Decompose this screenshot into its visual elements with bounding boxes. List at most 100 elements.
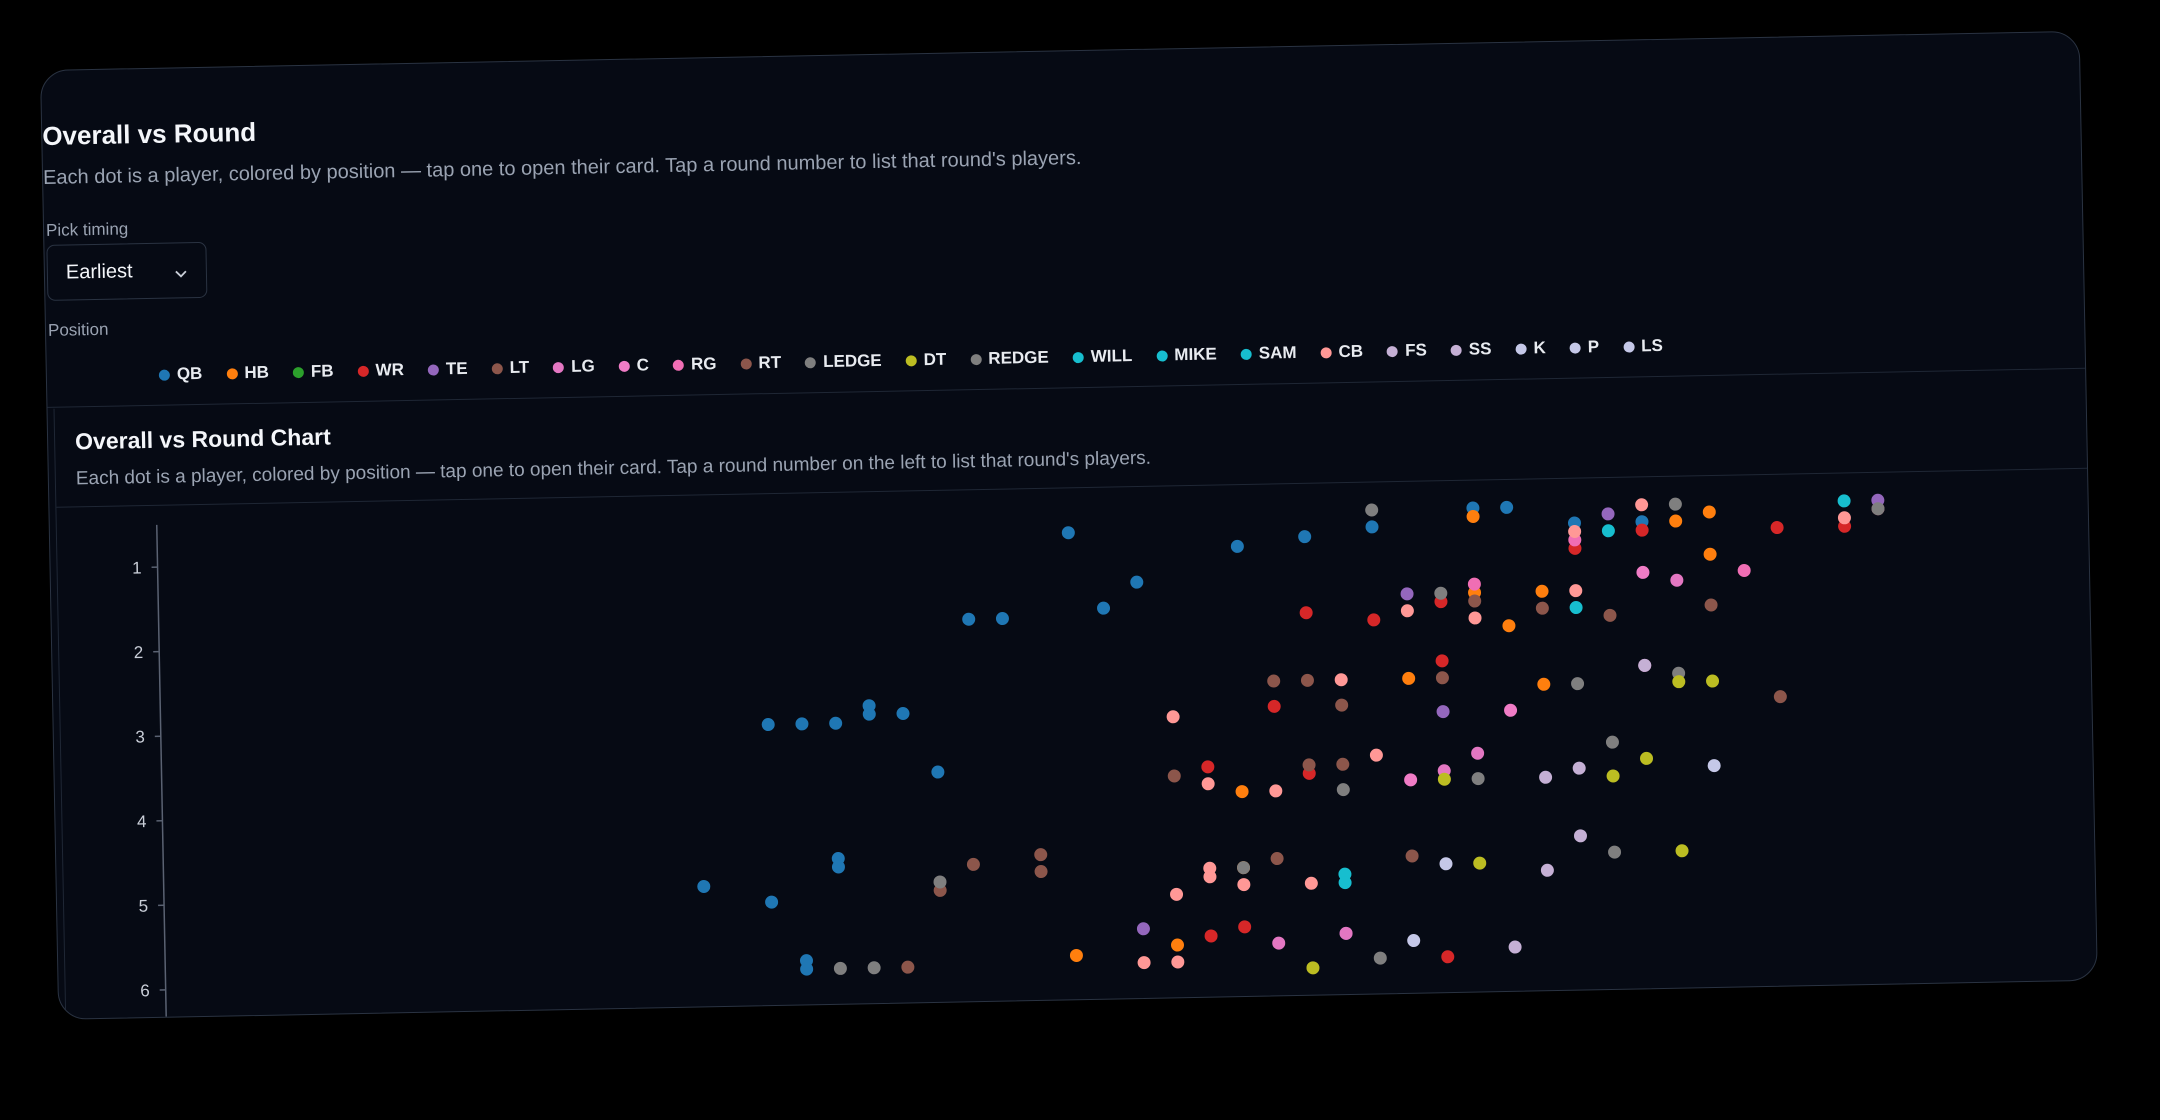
round-tick-label-5[interactable]: 5 <box>138 897 148 916</box>
player-dot-rg[interactable] <box>1737 563 1751 577</box>
player-dot-ledge[interactable] <box>1471 772 1485 786</box>
player-dot-wr[interactable] <box>1299 606 1313 620</box>
player-dot-qb[interactable] <box>931 765 945 779</box>
player-dot-cb[interactable] <box>1203 870 1217 884</box>
pick-timing-select[interactable]: Earliest <box>46 241 208 301</box>
player-dot-cb[interactable] <box>1166 710 1180 724</box>
player-dot-hb[interactable] <box>1235 785 1249 799</box>
legend-item-hb[interactable]: HB <box>226 363 269 384</box>
player-dot-sam[interactable] <box>1338 876 1352 890</box>
player-dot-lt[interactable] <box>966 857 980 871</box>
player-dot-qb[interactable] <box>765 895 779 909</box>
player-dot-lt[interactable] <box>1270 852 1284 866</box>
player-dot-qb[interactable] <box>962 612 976 626</box>
legend-item-k[interactable]: K <box>1515 338 1546 359</box>
round-tick-label-2[interactable]: 2 <box>134 643 144 662</box>
player-dot-cb[interactable] <box>1201 777 1215 791</box>
player-dot-lt[interactable] <box>901 960 915 974</box>
legend-item-wr[interactable]: WR <box>357 360 404 381</box>
legend-item-c[interactable]: C <box>618 355 650 376</box>
player-dot-will[interactable] <box>1837 494 1851 508</box>
player-dot-lg[interactable] <box>1272 936 1286 950</box>
player-dot-lg[interactable] <box>1339 926 1353 940</box>
legend-item-fb[interactable]: FB <box>292 361 334 382</box>
player-dot-hb[interactable] <box>1466 509 1480 523</box>
player-dot-lt[interactable] <box>1300 673 1314 687</box>
player-dot-qb[interactable] <box>761 718 775 732</box>
legend-item-lg[interactable]: LG <box>553 356 595 377</box>
player-dot-hb[interactable] <box>1402 671 1416 685</box>
player-dot-lt[interactable] <box>1267 674 1281 688</box>
player-dot-lg[interactable] <box>1670 573 1684 587</box>
player-dot-qb[interactable] <box>1500 500 1514 514</box>
player-dot-ledge[interactable] <box>1373 951 1387 965</box>
player-dot-te[interactable] <box>1400 587 1414 601</box>
player-dot-cb[interactable] <box>1635 498 1649 512</box>
player-dot-cb[interactable] <box>1269 784 1283 798</box>
player-dot-lt[interactable] <box>1405 849 1419 863</box>
player-dot-lt[interactable] <box>1535 601 1549 615</box>
player-dot-sam[interactable] <box>1569 601 1583 615</box>
player-dot-ledge[interactable] <box>1668 497 1682 511</box>
player-dot-c[interactable] <box>1404 773 1418 787</box>
player-dot-qb[interactable] <box>795 717 809 731</box>
player-dot-ledge[interactable] <box>1365 503 1379 517</box>
player-dot-p[interactable] <box>1439 857 1453 871</box>
player-dot-wr[interactable] <box>1441 950 1455 964</box>
player-dot-te[interactable] <box>1601 507 1615 521</box>
player-dot-lt[interactable] <box>1336 757 1350 771</box>
legend-item-dt[interactable]: DT <box>905 350 947 371</box>
player-dot-qb[interactable] <box>1061 526 1075 540</box>
player-dot-qb[interactable] <box>831 860 845 874</box>
player-dot-rg[interactable] <box>1467 577 1481 591</box>
player-dot-dt[interactable] <box>1640 751 1654 765</box>
legend-item-ls[interactable]: LS <box>1623 336 1663 357</box>
legend-item-te[interactable]: TE <box>427 359 468 380</box>
player-dot-ledge[interactable] <box>1608 845 1622 859</box>
player-dot-cb[interactable] <box>1569 584 1583 598</box>
player-dot-lt[interactable] <box>1773 690 1787 704</box>
player-dot-mike[interactable] <box>1601 524 1615 538</box>
player-dot-lt[interactable] <box>1704 598 1718 612</box>
player-dot-dt[interactable] <box>1675 844 1689 858</box>
legend-item-qb[interactable]: QB <box>158 364 203 385</box>
player-dot-ledge[interactable] <box>933 875 947 889</box>
player-dot-hb[interactable] <box>1535 584 1549 598</box>
player-dot-lt[interactable] <box>1302 758 1316 772</box>
player-dot-c[interactable] <box>1504 703 1518 717</box>
player-dot-qb[interactable] <box>1097 601 1111 615</box>
player-dot-qb[interactable] <box>1230 539 1244 553</box>
player-dot-te[interactable] <box>1436 705 1450 719</box>
player-dot-dt[interactable] <box>1606 769 1620 783</box>
player-dot-wr[interactable] <box>1770 521 1784 535</box>
round-tick-label-4[interactable]: 4 <box>137 812 147 831</box>
player-dot-ss[interactable] <box>1508 940 1522 954</box>
player-dot-lt[interactable] <box>1034 865 1048 879</box>
player-dot-wr[interactable] <box>1635 523 1649 537</box>
player-dot-te[interactable] <box>1136 922 1150 936</box>
player-dot-cb[interactable] <box>1837 511 1851 525</box>
player-dot-qb[interactable] <box>697 879 711 893</box>
player-dot-lt[interactable] <box>1468 594 1482 608</box>
legend-item-redge[interactable]: REDGE <box>970 348 1049 370</box>
player-dot-qb[interactable] <box>896 706 910 720</box>
player-dot-cb[interactable] <box>1369 748 1383 762</box>
player-dot-cb[interactable] <box>1304 876 1318 890</box>
player-dot-lt[interactable] <box>1167 769 1181 783</box>
player-dot-k[interactable] <box>1407 934 1421 948</box>
player-dot-lt[interactable] <box>1034 848 1048 862</box>
player-dot-dt[interactable] <box>1437 772 1451 786</box>
player-dot-fs[interactable] <box>1638 658 1652 672</box>
player-dot-fs[interactable] <box>1540 863 1554 877</box>
legend-item-ledge[interactable]: LEDGE <box>805 351 882 372</box>
legend-item-sam[interactable]: SAM <box>1240 343 1297 364</box>
player-dot-ls[interactable] <box>1707 759 1721 773</box>
player-dot-lt[interactable] <box>1603 608 1617 622</box>
player-dot-dt[interactable] <box>1706 674 1720 688</box>
player-dot-lt[interactable] <box>1435 671 1449 685</box>
player-dot-qb[interactable] <box>1365 520 1379 534</box>
legend-item-will[interactable]: WILL <box>1072 346 1133 367</box>
player-dot-cb[interactable] <box>1468 611 1482 625</box>
player-dot-ledge[interactable] <box>1871 502 1885 516</box>
player-dot-qb[interactable] <box>995 612 1009 626</box>
